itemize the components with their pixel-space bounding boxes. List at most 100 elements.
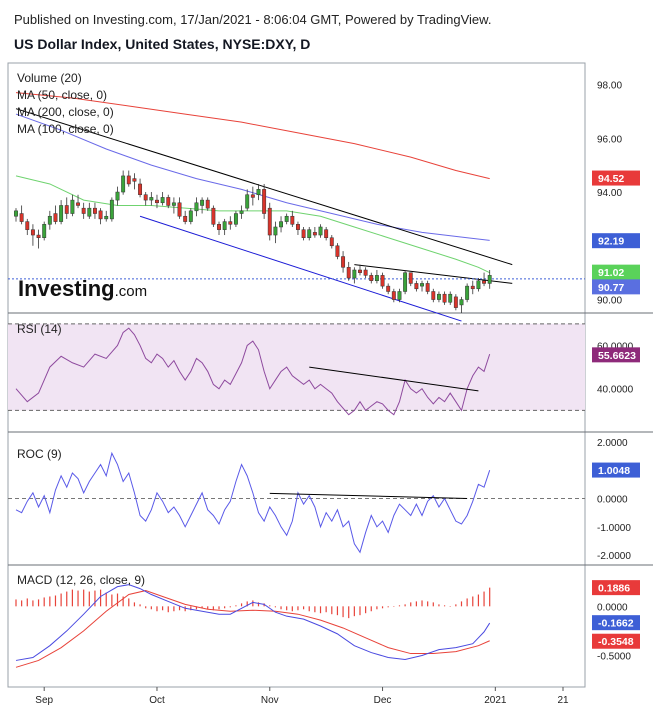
- candle: [239, 210, 244, 214]
- candle: [408, 272, 413, 284]
- macd-histogram-bar: [257, 602, 260, 607]
- candle: [53, 213, 58, 222]
- candle: [290, 215, 295, 225]
- macd-histogram-bar: [443, 605, 446, 607]
- candle: [296, 224, 300, 230]
- chart-title: US Dollar Index, United States, NYSE:DXY…: [14, 36, 311, 52]
- rsi-tag-bg: [592, 347, 640, 363]
- rsi-trendline: [309, 366, 479, 392]
- macd-histogram-bar: [207, 606, 209, 610]
- macd-histogram-bar: [26, 598, 28, 607]
- macd-histogram-bar: [269, 605, 271, 607]
- candle: [312, 232, 317, 236]
- macd-histogram-bar: [302, 606, 305, 610]
- macd-histogram-tag-bg: [592, 580, 640, 596]
- candle: [273, 226, 278, 236]
- macd-histogram-bar: [336, 606, 339, 616]
- macd-signal-line: [15, 590, 490, 668]
- candle: [92, 207, 97, 214]
- macd-legend: MACD (12, 26, close, 9): [17, 573, 145, 587]
- macd-histogram-bar: [224, 606, 226, 609]
- candle: [301, 229, 306, 238]
- macd-histogram-bar: [37, 599, 40, 607]
- candle: [25, 221, 30, 230]
- rsi-line: [15, 327, 491, 416]
- macd-histogram-bar: [472, 596, 474, 607]
- macd-histogram-bar: [71, 589, 73, 607]
- candle: [262, 189, 267, 214]
- candle: [442, 293, 447, 303]
- xtick-label: Oct: [149, 695, 165, 706]
- rsi-ytick: 60.0000: [597, 341, 634, 352]
- candle: [436, 293, 441, 300]
- macd-histogram-bar: [66, 591, 68, 607]
- candle: [267, 207, 272, 236]
- macd-histogram-bar: [308, 606, 310, 612]
- macd-histogram-bar: [167, 606, 169, 613]
- candle: [121, 175, 126, 193]
- roc-ytick: 0.0000: [597, 495, 628, 506]
- published-info: Published on Investing.com, 17/Jan/2021 …: [14, 12, 492, 27]
- candle: [335, 245, 340, 257]
- xtick-label: 2021: [484, 695, 507, 706]
- candle: [126, 175, 131, 185]
- candle: [70, 199, 75, 214]
- macd-histogram-bar: [489, 587, 491, 607]
- macd-ytick: 0.0000: [597, 602, 628, 613]
- candle: [363, 269, 368, 276]
- candle: [414, 283, 419, 290]
- candle: [228, 221, 233, 225]
- rsi-panel: 60.0000 40.0000: [8, 323, 634, 416]
- xtick-label: 21: [557, 695, 569, 706]
- macd-histogram-bar: [319, 606, 322, 614]
- candle: [183, 215, 188, 222]
- candle: [30, 229, 35, 236]
- candle: [87, 207, 92, 217]
- macd-line: [15, 584, 491, 661]
- candle: [98, 210, 103, 220]
- candle: [318, 226, 323, 236]
- candle: [465, 285, 470, 300]
- candle: [397, 291, 402, 300]
- macd-histogram-bar: [286, 606, 288, 611]
- price-legend-item: MA (100, close, 0): [17, 122, 114, 136]
- candle: [104, 215, 109, 220]
- macd-histogram-bar: [54, 595, 57, 607]
- roc-legend: ROC (9): [17, 447, 62, 461]
- rsi-ytick: 40.0000: [597, 385, 634, 396]
- macd-histogram-bar: [387, 606, 389, 608]
- macd-histogram-bar: [246, 601, 248, 607]
- macd-histogram-bar: [460, 601, 463, 607]
- price-legend-item: MA (50, close, 0): [17, 88, 107, 102]
- candle: [42, 224, 47, 238]
- candle: [14, 210, 18, 217]
- macd-histogram-bar: [415, 601, 417, 607]
- macd-histogram-bar: [398, 605, 401, 607]
- macd-histogram-bar: [178, 606, 181, 611]
- macd-histogram-bar: [190, 606, 192, 611]
- candle: [374, 275, 379, 281]
- candle: [453, 296, 458, 308]
- candle: [386, 285, 391, 292]
- macd-histogram-bar: [173, 606, 175, 612]
- investing-logo: Investing.com: [18, 276, 147, 301]
- macd-tag: -0.1662: [598, 618, 634, 630]
- macd-histogram-bar: [449, 606, 451, 607]
- macd-histogram-bar: [432, 602, 434, 607]
- macd-histogram-bar: [145, 606, 147, 609]
- candle: [138, 183, 143, 195]
- price-ytick: 96.00: [597, 134, 622, 145]
- macd-histogram-bar: [280, 606, 282, 610]
- candle: [369, 275, 374, 281]
- roc-line: [15, 451, 491, 554]
- macd-histogram-bar: [99, 589, 102, 607]
- price-ytick: 94.00: [597, 188, 622, 199]
- macd-histogram-bar: [105, 592, 107, 607]
- macd-histogram-bar: [376, 606, 378, 610]
- candle: [459, 299, 464, 306]
- roc-ytick: -1.0000: [597, 523, 631, 534]
- macd-histogram-bar: [370, 606, 372, 612]
- macd-histogram-bar: [483, 591, 485, 607]
- channel-line-0: [139, 215, 462, 322]
